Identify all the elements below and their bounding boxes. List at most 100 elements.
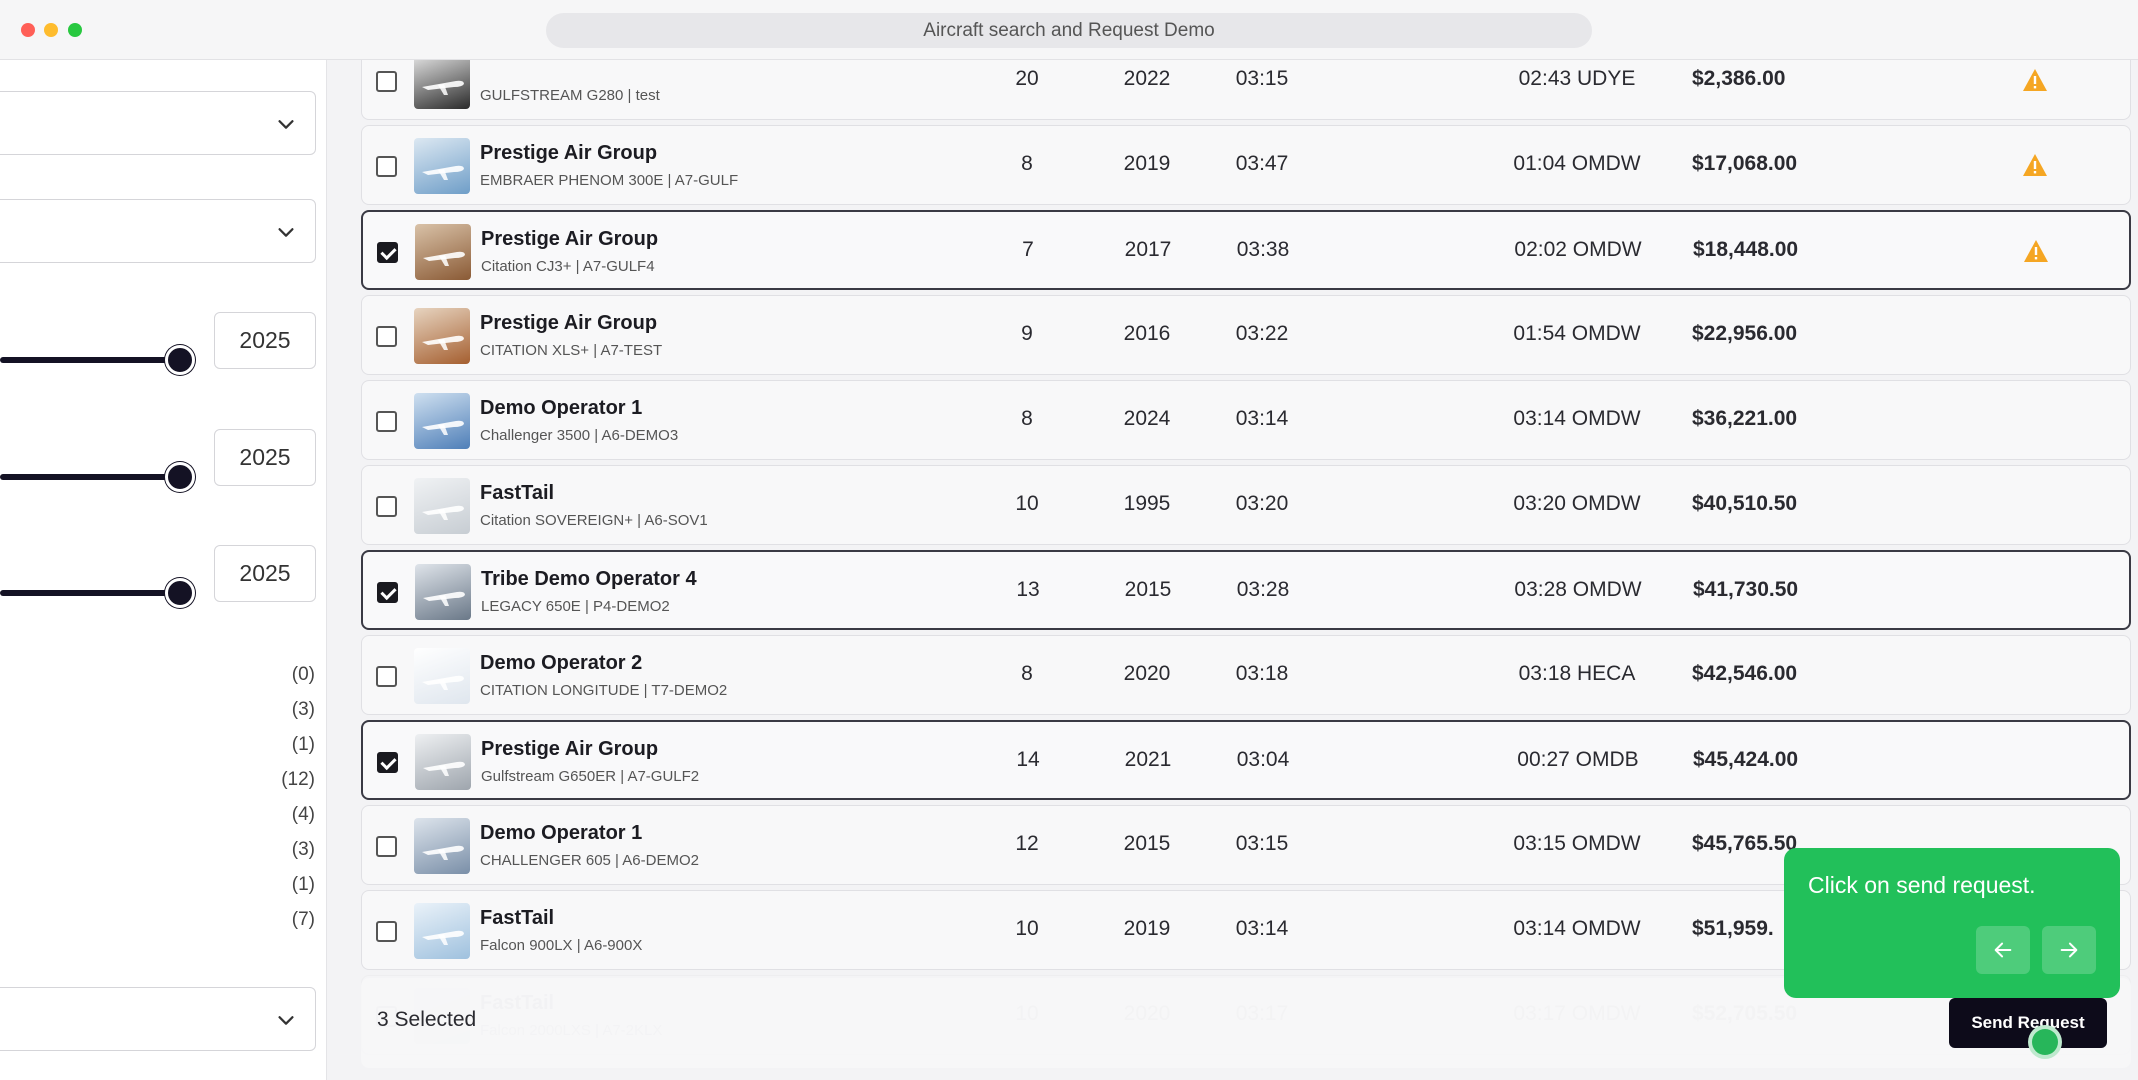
price: $40,510.50: [1692, 492, 1798, 515]
seat-count: 9: [1021, 322, 1033, 345]
aircraft-row[interactable]: FastTail Citation SOVEREIGN+ | A6-SOV1 10 1…: [361, 465, 2131, 545]
aircraft-details: CITATION LONGITUDE | T7-DEMO2: [480, 682, 728, 699]
flight-time: 03:20: [1235, 492, 1289, 515]
warning-icon[interactable]: [2022, 68, 2048, 92]
aircraft-details: EMBRAER PHENOM 300E | A7-GULF: [480, 172, 739, 189]
chevron-down-icon: [278, 1016, 294, 1025]
year-slider-1[interactable]: [0, 340, 195, 380]
year-slider-3[interactable]: [0, 573, 195, 613]
positioning-time: 02:02 OMDW: [1514, 238, 1642, 261]
filter-count: (3): [291, 699, 315, 720]
flight-time: 03:47: [1235, 152, 1289, 175]
flight-time: 03:22: [1235, 322, 1289, 345]
row-checkbox[interactable]: [376, 836, 397, 857]
operator-name: Prestige Air Group: [481, 228, 659, 250]
operator-name: Prestige Air Group: [481, 738, 659, 760]
guide-tooltip: Click on send request.: [1784, 848, 2120, 998]
operator-name: Demo Operator 1: [480, 397, 643, 419]
year-of-make: 2020: [1123, 662, 1171, 685]
positioning-time: 03:20 OMDW: [1513, 492, 1641, 515]
aircraft-row[interactable]: GULFSTREAM G280 | test 20 2022 03:15 02:43 U…: [361, 60, 2131, 120]
click-indicator: [2028, 1025, 2062, 1059]
plane-icon: [422, 80, 464, 95]
flight-time: 03:14: [1235, 917, 1289, 940]
year-of-make: 2024: [1123, 407, 1171, 430]
year-of-make: 1995: [1123, 492, 1171, 515]
seat-count: 8: [1021, 662, 1033, 685]
window-titlebar: Aircraft search and Request Demo: [0, 0, 2138, 60]
filter-count: (1): [291, 734, 315, 755]
year-slider-2[interactable]: [0, 457, 195, 497]
aircraft-row[interactable]: Prestige Air Group EMBRAER PHENOM 300E | …: [361, 125, 2131, 205]
tooltip-next-button[interactable]: [2042, 926, 2096, 974]
close-window-button[interactable]: [21, 23, 35, 37]
year-of-make: 2019: [1123, 917, 1171, 940]
flight-time: 03:28: [1236, 578, 1290, 601]
row-checkbox[interactable]: [376, 326, 397, 347]
aircraft-row[interactable]: Prestige Air Group Gulfstream G650ER | A7…: [361, 720, 2131, 800]
row-checkbox[interactable]: [377, 752, 398, 773]
seat-count: 8: [1021, 152, 1033, 175]
aircraft-details: GULFSTREAM G280 | test: [480, 87, 660, 104]
send-request-button[interactable]: Send Request: [1949, 998, 2107, 1048]
warning-icon[interactable]: [2022, 153, 2048, 177]
positioning-time: 00:27 OMDB: [1517, 748, 1639, 771]
aircraft-details: Gulfstream G650ER | A7-GULF2: [481, 768, 700, 785]
aircraft-row[interactable]: Demo Operator 1 Challenger 3500 | A6-DEMO…: [361, 380, 2131, 460]
aircraft-thumbnail: [414, 393, 470, 449]
slider-thumb[interactable]: [165, 462, 195, 492]
year-of-make: 2019: [1123, 152, 1171, 175]
plane-icon: [422, 675, 464, 690]
maximize-window-button[interactable]: [68, 23, 82, 37]
filter-dropdown-1[interactable]: [0, 91, 316, 155]
year-input-1[interactable]: 2025: [214, 312, 316, 369]
arrow-left-icon: [1994, 942, 2012, 958]
row-checkbox[interactable]: [376, 411, 397, 432]
price: $51,959.: [1692, 917, 1774, 940]
window-title[interactable]: Aircraft search and Request Demo: [546, 13, 1592, 48]
filter-dropdown-2[interactable]: [0, 199, 316, 263]
chevron-down-icon: [278, 120, 294, 129]
aircraft-row[interactable]: Tribe Demo Operator 4 LEGACY 650E | P4-DE…: [361, 550, 2131, 630]
price: $36,221.00: [1692, 407, 1798, 430]
operator-name: Tribe Demo Operator 4: [481, 568, 697, 590]
operator-name: FastTail: [480, 907, 555, 929]
warning-icon[interactable]: [2023, 239, 2049, 263]
aircraft-thumbnail: [414, 478, 470, 534]
row-checkbox[interactable]: [376, 921, 397, 942]
tooltip-prev-button[interactable]: [1976, 926, 2030, 974]
minimize-window-button[interactable]: [44, 23, 58, 37]
slider-track: [0, 474, 179, 480]
aircraft-row[interactable]: Prestige Air Group CITATION XLS+ | A7-TES…: [361, 295, 2131, 375]
row-checkbox[interactable]: [376, 156, 397, 177]
positioning-time: 03:14 OMDW: [1513, 917, 1641, 940]
aircraft-row[interactable]: Prestige Air Group Citation CJ3+ | A7-GUL…: [361, 210, 2131, 290]
row-checkbox[interactable]: [376, 71, 397, 92]
filter-dropdown-3[interactable]: [0, 987, 316, 1051]
plane-icon: [423, 251, 465, 266]
year-input-3[interactable]: 2025: [214, 545, 316, 602]
price: $45,765.50: [1692, 832, 1798, 855]
aircraft-thumbnail: [414, 903, 470, 959]
positioning-time: 03:15 OMDW: [1513, 832, 1641, 855]
positioning-time: 01:04 OMDW: [1513, 152, 1641, 175]
seat-count: 8: [1021, 407, 1033, 430]
row-checkbox[interactable]: [377, 242, 398, 263]
positioning-time: 01:54 OMDW: [1513, 322, 1641, 345]
row-checkbox[interactable]: [376, 666, 397, 687]
plane-icon: [422, 505, 464, 520]
aircraft-thumbnail: [414, 60, 470, 109]
operator-name: Prestige Air Group: [480, 312, 658, 334]
arrow-right-icon: [2060, 942, 2078, 958]
slider-thumb[interactable]: [165, 578, 195, 608]
aircraft-row[interactable]: Demo Operator 2 CITATION LONGITUDE | T7-D…: [361, 635, 2131, 715]
row-checkbox[interactable]: [376, 496, 397, 517]
slider-thumb[interactable]: [165, 345, 195, 375]
year-of-make: 2022: [1123, 67, 1171, 90]
year-input-2[interactable]: 2025: [214, 429, 316, 486]
filter-count: (0): [291, 664, 315, 685]
aircraft-details: LEGACY 650E | P4-DEMO2: [481, 598, 670, 615]
year-of-make: 2021: [1124, 748, 1172, 771]
year-of-make: 2016: [1123, 322, 1171, 345]
row-checkbox[interactable]: [377, 582, 398, 603]
